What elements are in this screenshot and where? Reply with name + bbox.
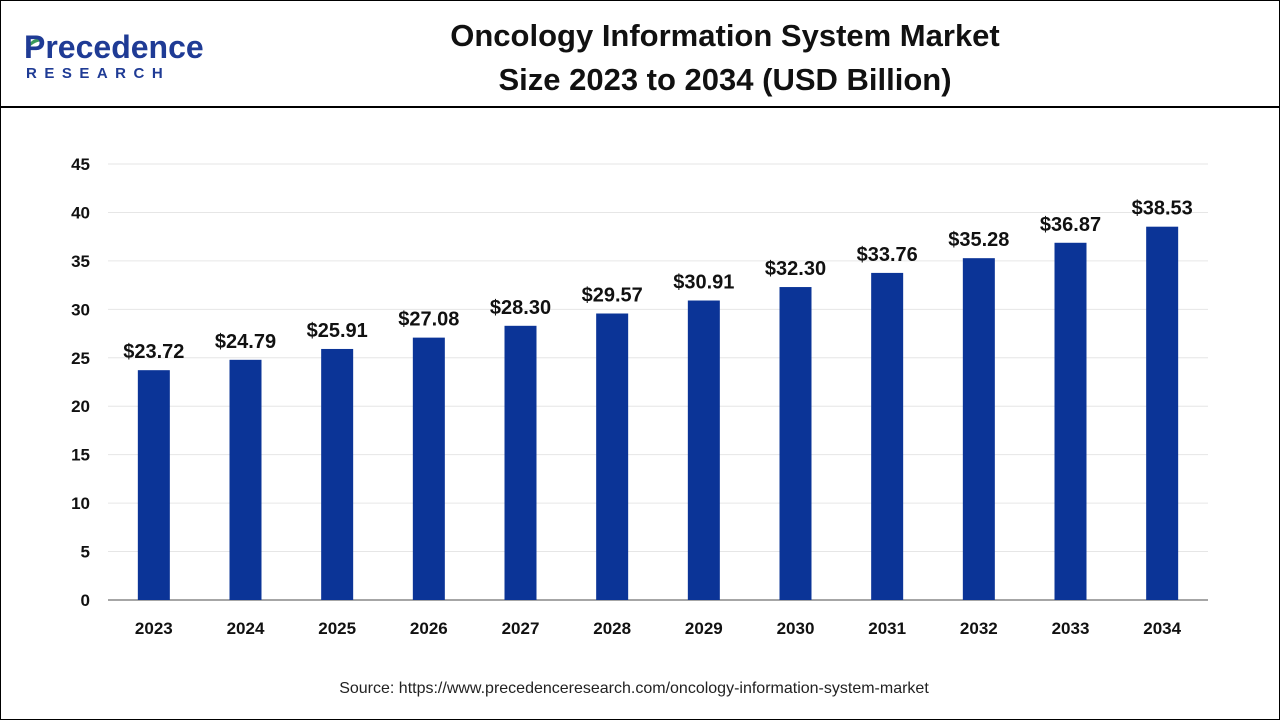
bar-value-label: $27.08 (398, 309, 459, 331)
precedence-research-logo: Precedence RESEARCH (22, 28, 222, 84)
bar-value-label: $32.30 (765, 258, 826, 280)
bar (1054, 242, 1087, 600)
y-tick-label: 5 (81, 543, 90, 562)
bar-value-label: $24.79 (215, 331, 276, 353)
bar (321, 348, 354, 600)
bar-value-label: $36.87 (1040, 214, 1101, 236)
bar-value-label: $38.53 (1132, 198, 1193, 220)
bar-value-label: $30.91 (673, 272, 734, 294)
chart-title-line-1: Oncology Information System Market (450, 18, 1000, 53)
bar (871, 272, 904, 600)
bar-value-label: $29.57 (582, 284, 643, 306)
bar (137, 370, 170, 600)
x-tick-label: 2025 (318, 619, 356, 638)
x-tick-label: 2028 (593, 619, 631, 638)
y-tick-label: 40 (71, 203, 90, 222)
bar-value-label: $23.72 (123, 341, 184, 363)
x-tick-label: 2030 (777, 619, 815, 638)
x-tick-label: 2032 (960, 619, 998, 638)
logo-subtext: RESEARCH (26, 65, 170, 82)
x-tick-label: 2024 (227, 619, 265, 638)
y-tick-label: 15 (71, 446, 90, 465)
bar (229, 359, 262, 600)
bar (504, 325, 537, 600)
bar-value-label: $28.30 (490, 297, 551, 319)
source-note: Source: https://www.precedenceresearch.c… (339, 680, 929, 697)
y-tick-label: 30 (71, 300, 90, 319)
logo-wordmark: Precedence (24, 29, 204, 65)
bar (412, 337, 445, 600)
x-tick-label: 2031 (868, 619, 906, 638)
bar (596, 313, 629, 600)
y-tick-label: 0 (81, 591, 90, 610)
bar (1146, 226, 1179, 600)
x-tick-label: 2033 (1052, 619, 1090, 638)
x-tick-label: 2026 (410, 619, 448, 638)
chart-title: Oncology Information System Market Size … (300, 14, 1150, 102)
x-tick-label: 2034 (1143, 619, 1181, 638)
bar-value-label: $25.91 (307, 320, 368, 342)
y-tick-label: 20 (71, 397, 90, 416)
x-tick-label: 2027 (502, 619, 540, 638)
logo-leaf-icon (26, 38, 44, 50)
x-tick-label: 2029 (685, 619, 723, 638)
bar (779, 287, 812, 600)
logo-graphic: Precedence RESEARCH (24, 29, 204, 82)
bar (687, 300, 720, 600)
y-tick-label: 25 (71, 349, 90, 368)
header-divider (0, 106, 1280, 108)
chart-title-line-2: Size 2023 to 2034 (USD Billion) (498, 62, 952, 97)
bar (962, 258, 995, 600)
y-tick-label: 45 (71, 155, 90, 174)
bar-value-label: $35.28 (948, 229, 1009, 251)
x-tick-label: 2023 (135, 619, 173, 638)
bar-value-label: $33.76 (857, 244, 918, 266)
y-tick-label: 10 (71, 494, 90, 513)
y-tick-label: 35 (71, 252, 90, 271)
